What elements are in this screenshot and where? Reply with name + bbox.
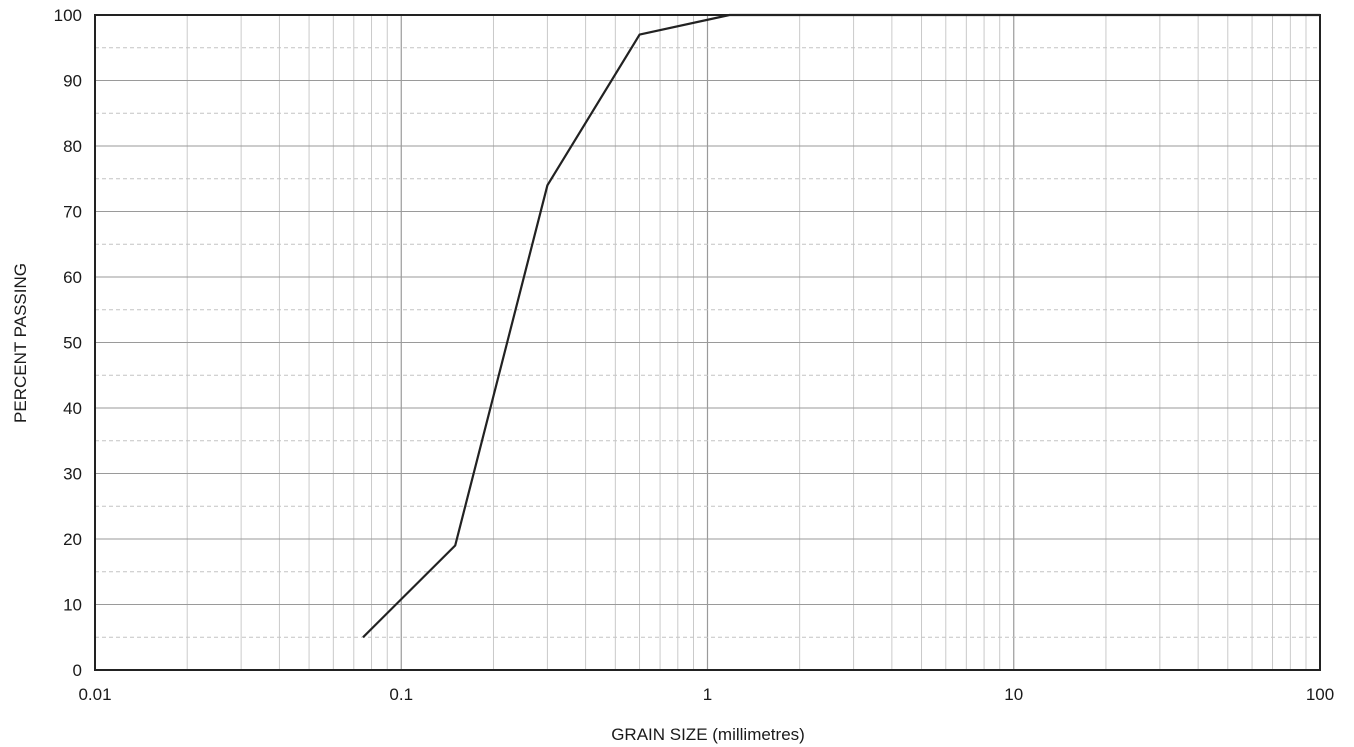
x-tick-label: 100 — [1306, 685, 1334, 704]
y-tick-label: 100 — [54, 6, 82, 25]
x-tick-label: 1 — [703, 685, 712, 704]
x-tick-label: 0.01 — [78, 685, 111, 704]
x-tick-label: 0.1 — [389, 685, 413, 704]
y-tick-label: 40 — [63, 399, 82, 418]
y-tick-label: 90 — [63, 72, 82, 91]
grid-lines — [94, 14, 1320, 671]
y-tick-label: 70 — [63, 203, 82, 222]
y-tick-label: 50 — [63, 334, 82, 353]
y-tick-label: 60 — [63, 268, 82, 287]
tick-labels: 0.01 0.1 1 10 100 0 10 20 30 40 50 60 70 80 90 100 — [54, 6, 1335, 704]
y-axis-label: PERCENT PASSING — [11, 263, 30, 423]
gradation-curve — [362, 13, 1320, 639]
plot-frame — [94, 14, 1321, 671]
y-tick-label: 20 — [63, 530, 82, 549]
y-tick-label: 30 — [63, 465, 82, 484]
y-tick-label: 80 — [63, 137, 82, 156]
y-tick-label: 10 — [63, 596, 82, 615]
x-tick-label: 10 — [1004, 685, 1023, 704]
y-tick-label: 0 — [73, 661, 82, 680]
x-axis-label: GRAIN SIZE (millimetres) — [611, 725, 805, 744]
